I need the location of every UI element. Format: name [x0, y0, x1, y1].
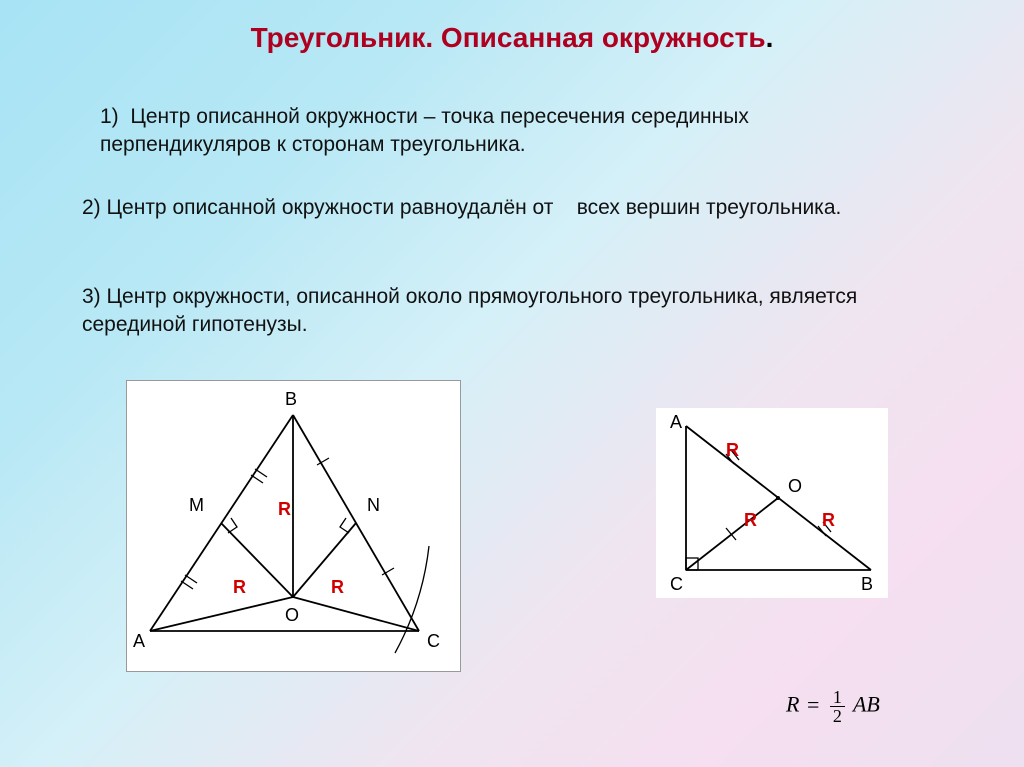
svg-text:O: O	[285, 605, 299, 625]
figure-1-svg: R R R A B C M N O	[127, 381, 460, 671]
svg-text:R: R	[278, 499, 291, 519]
paragraph-1: 1) Центр описанной окружности – точка пе…	[100, 103, 910, 160]
svg-text:M: M	[189, 495, 204, 515]
svg-text:B: B	[285, 389, 297, 409]
formula-frac: 1 2	[830, 688, 845, 725]
svg-text:A: A	[133, 631, 145, 651]
formula-num: 1	[830, 688, 845, 707]
svg-text:R: R	[233, 577, 246, 597]
svg-text:R: R	[331, 577, 344, 597]
formula-den: 2	[830, 707, 845, 725]
figure-2: R R R A B C O	[656, 408, 888, 598]
formula-AB: AB	[853, 692, 880, 717]
formula-eq: =	[807, 692, 819, 717]
svg-text:A: A	[670, 412, 682, 432]
svg-text:C: C	[670, 574, 683, 594]
svg-text:B: B	[861, 574, 873, 594]
slide: Треугольник. Описанная окружность. 1) Це…	[0, 0, 1024, 767]
formula-R: R	[786, 692, 799, 717]
svg-text:R: R	[822, 510, 835, 530]
svg-text:O: O	[788, 476, 802, 496]
slide-title: Треугольник. Описанная окружность.	[0, 22, 1024, 54]
svg-text:R: R	[744, 510, 757, 530]
svg-text:R: R	[726, 440, 739, 460]
formula: R = 1 2 AB	[786, 688, 880, 725]
paragraph-2: 2) Центр описанной окружности равноудалё…	[82, 194, 912, 222]
figure-2-svg: R R R A B C O	[656, 408, 888, 598]
figure-1: R R R A B C M N O	[126, 380, 461, 672]
svg-text:C: C	[427, 631, 440, 651]
title-text: Треугольник. Описанная окружность	[251, 22, 766, 53]
paragraph-3: 3) Центр окружности, описанной около пря…	[82, 283, 912, 340]
svg-text:N: N	[367, 495, 380, 515]
